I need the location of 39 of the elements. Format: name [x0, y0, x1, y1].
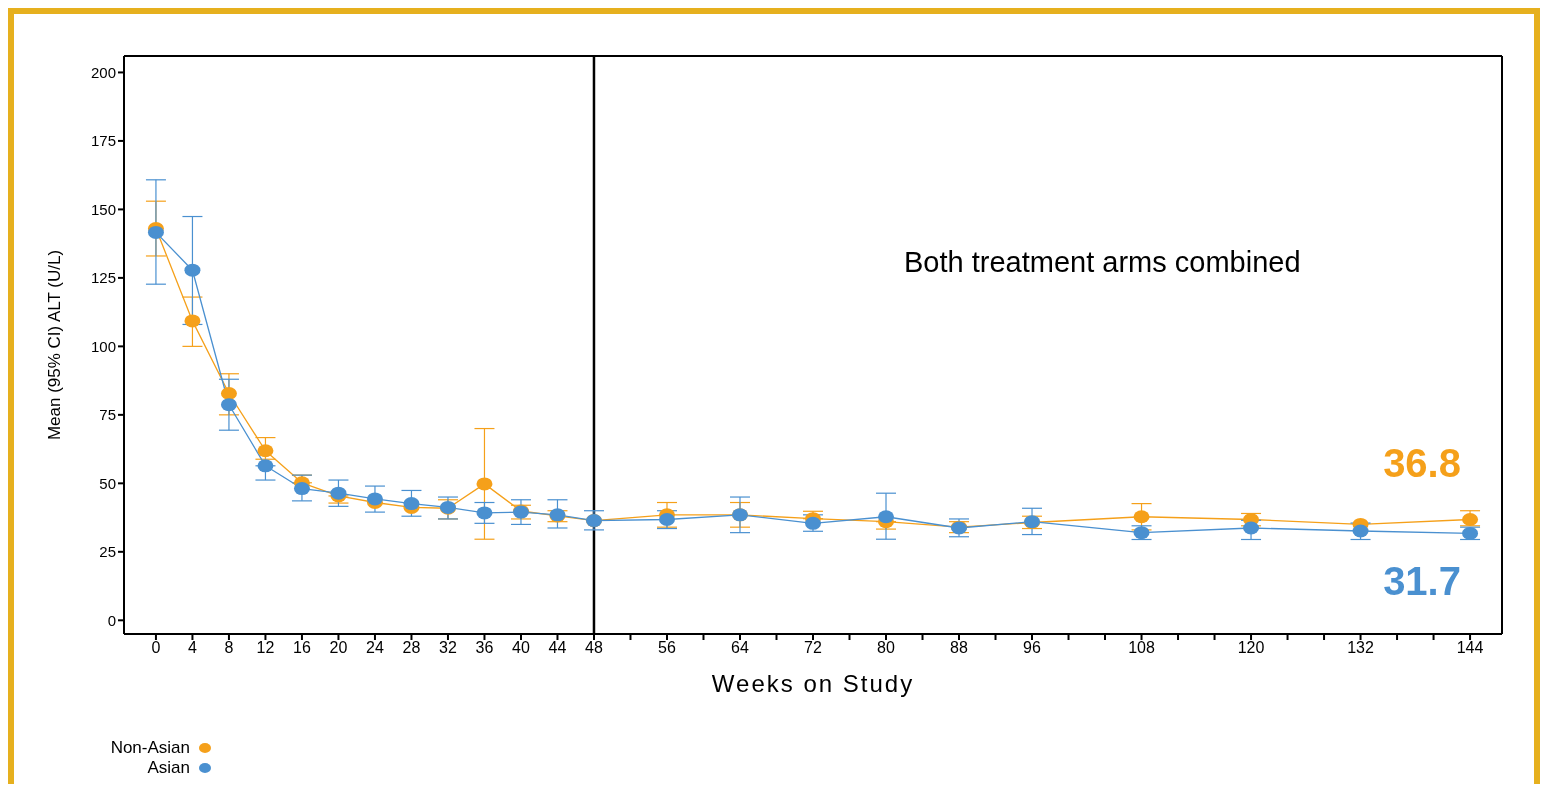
y-tick-label: 25	[99, 543, 116, 561]
y-tick-label: 150	[90, 200, 116, 218]
y-tick-label: 75	[99, 406, 116, 424]
x-axis-title: Weeks on Study	[711, 670, 915, 697]
x-tick-label: 44	[548, 639, 567, 657]
y-tick-label: 125	[90, 269, 116, 287]
x-tick-label: 88	[950, 639, 969, 657]
x-tick-label: 80	[877, 639, 896, 657]
legend-label: Asian	[147, 758, 190, 778]
y-tick-label: 175	[90, 132, 116, 150]
x-tick-label: 120	[1237, 639, 1265, 657]
x-tick-label: 36	[475, 639, 494, 657]
x-tick-label: 40	[512, 639, 530, 657]
annotation: Both treatment arms combined	[904, 246, 1301, 279]
x-tick-label: 96	[1023, 639, 1042, 657]
x-tick-label: 108	[1128, 639, 1155, 657]
x-tick-label: 28	[402, 639, 421, 657]
data-label: 36.8	[1383, 441, 1461, 486]
legend-label: Non-Asian	[110, 738, 190, 758]
x-tick-label: 56	[658, 639, 676, 657]
x-tick-label: 4	[187, 639, 197, 657]
y-axis-title: Mean (95% CI) ALT (U/L)	[45, 249, 65, 441]
x-tick-label: 16	[293, 639, 311, 657]
y-tick-label: 100	[90, 337, 116, 355]
x-tick-label: 24	[366, 639, 384, 657]
data-label: 31.7	[1383, 559, 1461, 604]
x-tick-label: 0	[151, 639, 161, 657]
x-tick-label: 20	[329, 639, 348, 657]
y-tick-label: 200	[90, 63, 116, 81]
x-tick-label: 144	[1456, 639, 1484, 657]
y-tick-label: 50	[99, 474, 116, 492]
y-tick-label: 0	[107, 611, 116, 629]
x-tick-label: 12	[256, 639, 275, 657]
x-tick-label: 8	[224, 639, 234, 657]
x-tick-label: 132	[1347, 639, 1374, 657]
x-tick-label: 64	[731, 639, 749, 657]
x-tick-label: 48	[585, 639, 603, 657]
x-tick-label: 32	[439, 639, 457, 657]
x-tick-label: 72	[804, 639, 822, 657]
